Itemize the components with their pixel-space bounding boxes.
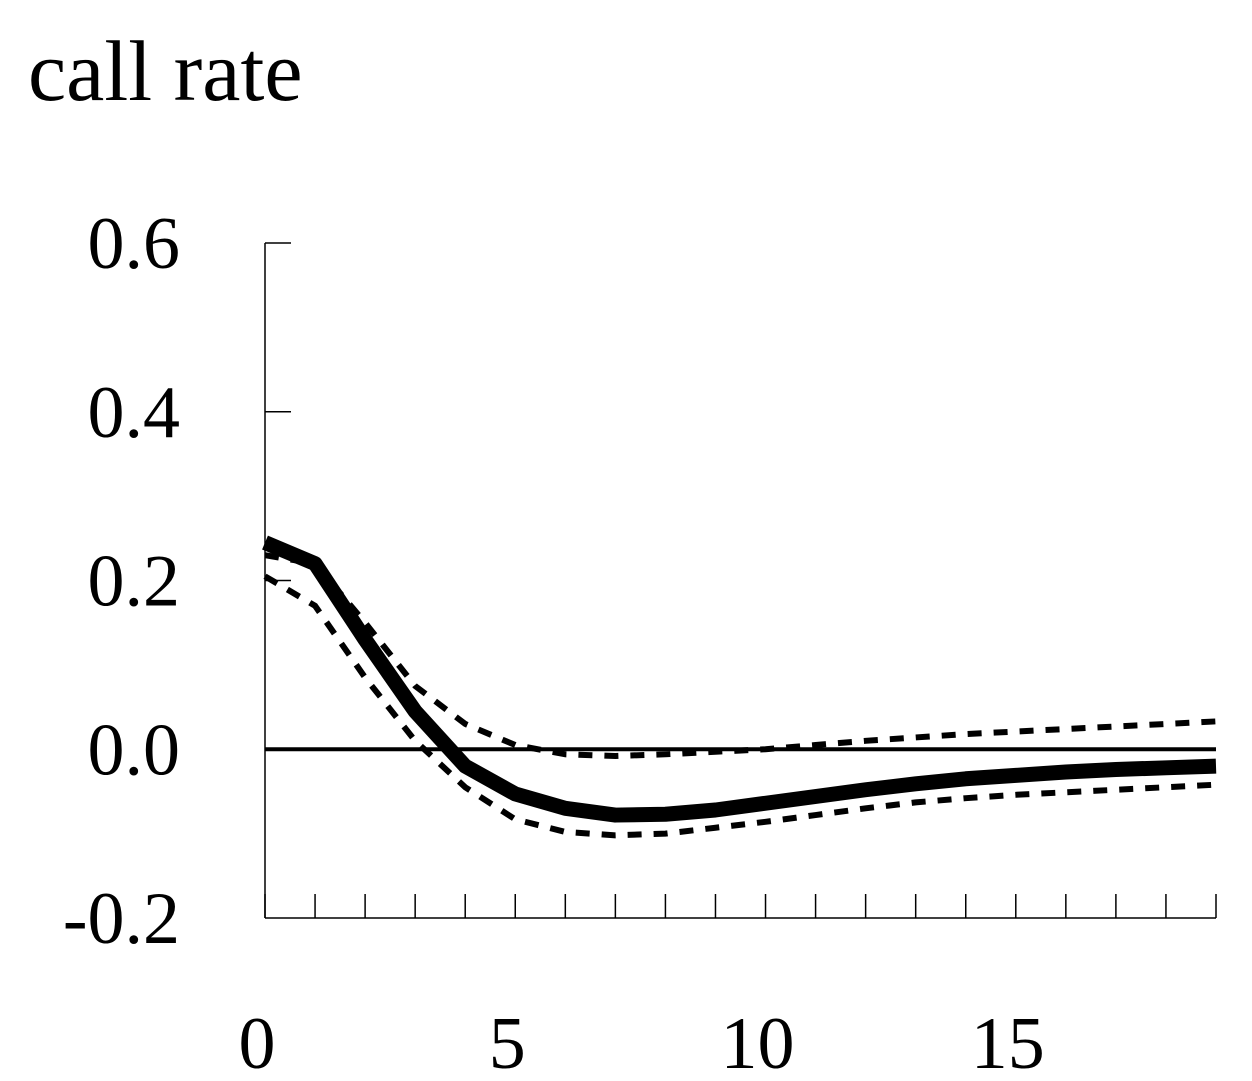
- series-line-dotted-lower: [263, 573, 1217, 839]
- x-tick-label: 5: [489, 1003, 526, 1081]
- y-tick-label: -0.2: [63, 878, 180, 960]
- series-layer: [262, 535, 1217, 839]
- x-tick-label: 10: [721, 1003, 795, 1081]
- x-tick-label: 15: [971, 1003, 1045, 1081]
- y-tick-label: 0.0: [88, 709, 181, 791]
- x-tick-label: 0: [239, 1003, 276, 1081]
- y-tick-label: 0.4: [88, 372, 181, 454]
- axes: [264, 242, 1217, 919]
- series-line-dotted-upper: [264, 552, 1217, 760]
- tick-labels: 0.6 0.4 0.2 0.0 -0.2 0 5 10 15: [63, 203, 1045, 1081]
- chart-title: call rate: [28, 23, 303, 119]
- y-tick-label: 0.6: [88, 203, 181, 285]
- series-line-solid-thick: [262, 535, 1217, 823]
- y-tick-label: 0.2: [88, 541, 181, 623]
